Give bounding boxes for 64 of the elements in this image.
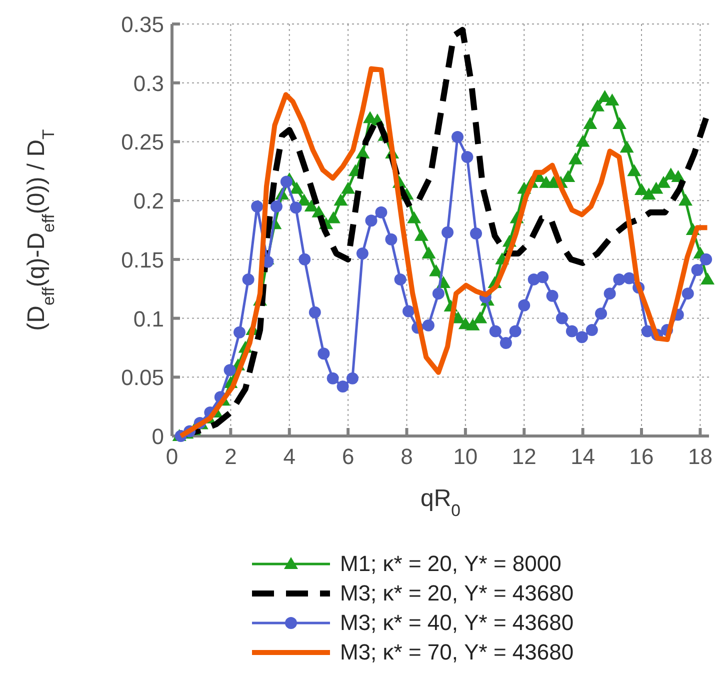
x-tick-label: 2 (224, 444, 237, 469)
point (365, 214, 378, 227)
point (251, 200, 264, 212)
point (290, 202, 302, 214)
point (356, 248, 368, 260)
x-tick-label: 16 (629, 444, 654, 469)
point (242, 273, 254, 286)
point (318, 348, 330, 360)
y-tick-label: 0.1 (133, 306, 164, 332)
point (682, 288, 694, 300)
point (308, 306, 321, 318)
point (402, 305, 415, 318)
y-tick-label: 0.05 (121, 365, 164, 390)
point (452, 131, 464, 144)
point (489, 325, 502, 338)
x-axis-title: qR$_{0}$ (420, 485, 461, 520)
point (546, 290, 558, 302)
x-tick-label: 8 (400, 444, 413, 469)
point (461, 151, 474, 164)
point (556, 312, 568, 324)
point (394, 273, 406, 286)
point (518, 299, 530, 312)
point (336, 380, 349, 393)
y-tick-label: 0.3 (133, 70, 164, 96)
x-tick-label: 12 (512, 444, 536, 469)
point (700, 253, 712, 266)
legend-label: M3; κ* = 40, Y* = 43680 (340, 610, 574, 635)
x-tick-label: 10 (453, 444, 478, 469)
point (566, 325, 578, 338)
point (613, 273, 626, 286)
point (385, 233, 398, 246)
y-tick-label: 0.25 (121, 130, 164, 155)
x-tick-label: 18 (688, 444, 712, 469)
y-tick-label: 0.15 (121, 247, 164, 272)
point (224, 364, 236, 376)
x-tick-label: 4 (283, 444, 296, 469)
point (346, 372, 358, 384)
point (298, 253, 311, 266)
point (270, 200, 282, 212)
y-tick-label: 0 (152, 424, 164, 449)
y-tick-label: 0.2 (133, 188, 164, 214)
point (442, 226, 454, 238)
legend-label: M3; κ* = 70, Y* = 43680 (340, 640, 574, 664)
point (375, 206, 388, 218)
point (326, 372, 339, 384)
point (604, 288, 616, 300)
point (233, 326, 246, 338)
legend-label: M3; κ* = 20, Y* = 43680 (340, 580, 574, 606)
point (623, 272, 636, 284)
point (576, 331, 588, 344)
x-tick-label: 6 (342, 444, 354, 469)
legend-label: M1; κ* = 20, Y* = 8000 (340, 551, 562, 576)
point (422, 319, 434, 332)
point (595, 308, 608, 320)
point (432, 288, 444, 300)
point (509, 325, 522, 338)
point (536, 271, 549, 284)
point (691, 264, 704, 276)
point (470, 228, 482, 240)
x-tick-label: 14 (570, 444, 596, 469)
point (280, 176, 292, 188)
point (586, 324, 598, 336)
y-tick-label: 0.35 (121, 12, 164, 37)
point (500, 337, 512, 350)
